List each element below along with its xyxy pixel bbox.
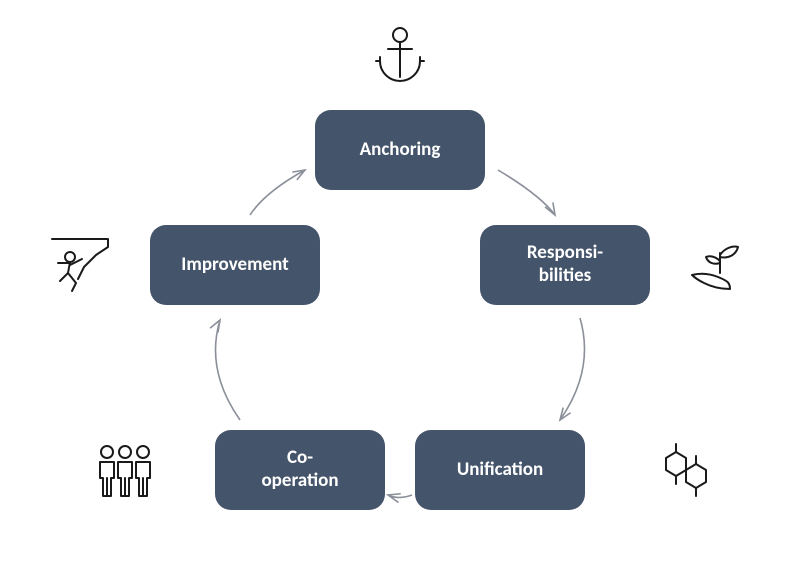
node-label: Co- operation bbox=[261, 447, 338, 493]
node-label: Unification bbox=[457, 459, 543, 482]
climber-icon bbox=[48, 233, 112, 297]
node-label: Responsi- bilities bbox=[527, 242, 603, 288]
node-unification: Unification bbox=[415, 430, 585, 510]
node-anchoring: Anchoring bbox=[315, 110, 485, 190]
node-cooperation: Co- operation bbox=[215, 430, 385, 510]
node-improvement: Improvement bbox=[150, 225, 320, 305]
molecule-icon bbox=[648, 438, 712, 502]
node-label: Improvement bbox=[181, 254, 288, 277]
node-responsibilities: Responsi- bilities bbox=[480, 225, 650, 305]
anchor-icon bbox=[368, 23, 432, 87]
node-label: Anchoring bbox=[360, 139, 441, 162]
people-icon bbox=[93, 438, 157, 502]
plant-icon bbox=[686, 233, 750, 297]
